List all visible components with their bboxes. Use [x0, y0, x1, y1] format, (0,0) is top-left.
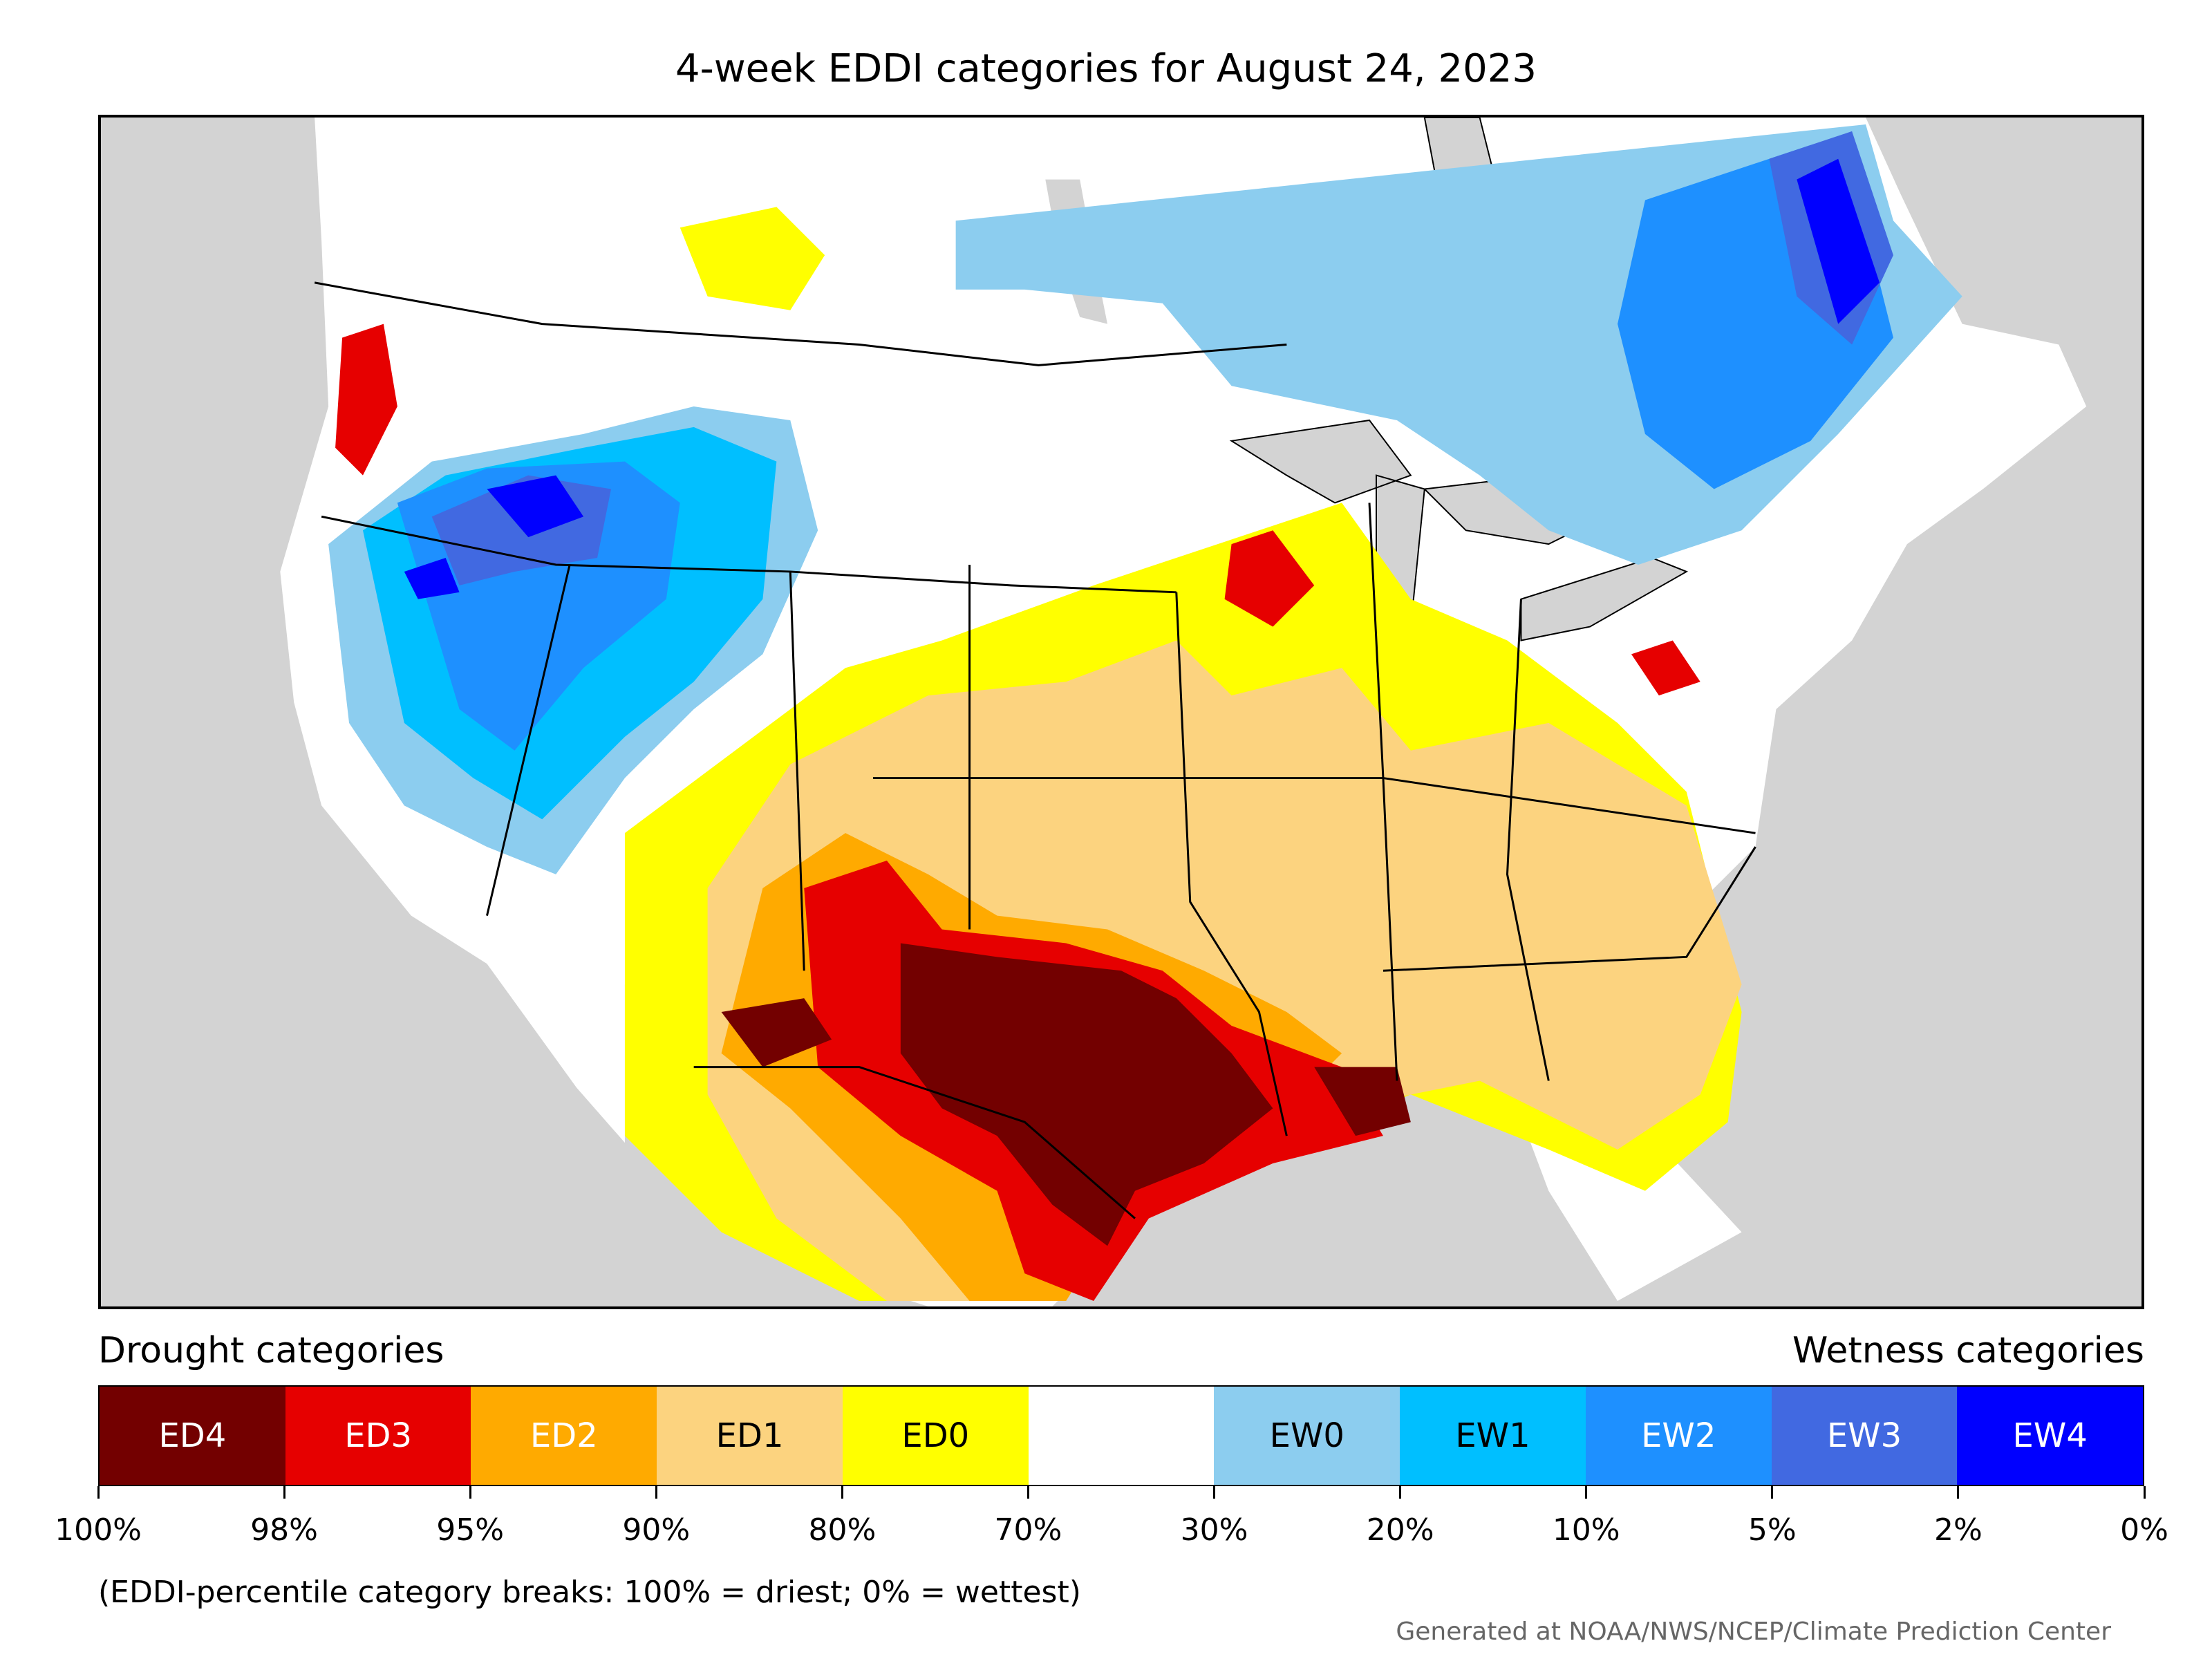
colorbar-tick: [469, 1486, 471, 1499]
wetness-categories-heading: Wetness categories: [1792, 1330, 2144, 1371]
break-label: 2%: [1934, 1512, 1983, 1548]
break-label: 90%: [622, 1512, 691, 1548]
break-label: 95%: [436, 1512, 505, 1548]
colorbar-tick: [1213, 1486, 1216, 1499]
category-ed2: ED2: [471, 1387, 657, 1485]
colorbar-tick: [1399, 1486, 1402, 1499]
break-label: 98%: [250, 1512, 318, 1548]
quebec-ew4: [1797, 158, 1880, 324]
colorbar-tick: [283, 1486, 285, 1499]
category-ed3: ED3: [285, 1387, 471, 1485]
category-ew4: EW4: [1957, 1387, 2144, 1485]
iowa-ed3: [1224, 530, 1315, 627]
colorbar-tick: [655, 1486, 657, 1499]
generated-credit: Generated at NOAA/NWS/NCEP/Climate Predi…: [1396, 1618, 2111, 1646]
drought-categories-heading: Drought categories: [98, 1330, 444, 1371]
category-ed1: ED1: [657, 1387, 843, 1485]
political-borders: [314, 281, 1756, 1219]
colorbar-tick: [97, 1486, 100, 1499]
break-label: 20%: [1366, 1512, 1434, 1548]
colorbar-tick: [1585, 1486, 1588, 1499]
break-label: 0%: [2120, 1512, 2168, 1548]
north-ed0-montana: [679, 207, 825, 310]
eddi-map: [98, 115, 2144, 1309]
texas-ed4: [721, 943, 1411, 1246]
oregon-ed3: [335, 324, 397, 476]
category-ew1: EW1: [1400, 1387, 1586, 1485]
colorbar-tick: [841, 1486, 843, 1499]
west-ew4: [404, 475, 584, 599]
category-neutral: [1028, 1387, 1215, 1485]
colorbar-tick: [1771, 1486, 1774, 1499]
category-ew3: EW3: [1771, 1387, 1958, 1485]
category-breaks-note: (EDDI-percentile category breaks: 100% =…: [98, 1575, 1081, 1610]
break-label: 30%: [1180, 1512, 1248, 1548]
category-ew2: EW2: [1585, 1387, 1772, 1485]
colorbar-tick: [1027, 1486, 1029, 1499]
break-label: 10%: [1552, 1512, 1620, 1548]
map-canvas: [280, 118, 2087, 1306]
category-ed0: ED0: [842, 1387, 1029, 1485]
map-title: 4-week EDDI categories for August 24, 20…: [675, 46, 1537, 91]
category-colorbar: ED4 ED3 ED2 ED1 ED0 EW0 EW1 EW2 EW3 EW4: [98, 1385, 2144, 1486]
colorbar-tick: [2143, 1486, 2146, 1499]
category-ed4: ED4: [100, 1387, 285, 1485]
break-label: 100%: [55, 1512, 142, 1548]
break-label: 5%: [1747, 1512, 1797, 1548]
virginia-ed3: [1631, 640, 1700, 696]
break-label: 80%: [808, 1512, 877, 1548]
colorbar-tick: [1957, 1486, 1960, 1499]
break-label: 70%: [994, 1512, 1062, 1548]
category-ew0: EW0: [1214, 1387, 1400, 1485]
